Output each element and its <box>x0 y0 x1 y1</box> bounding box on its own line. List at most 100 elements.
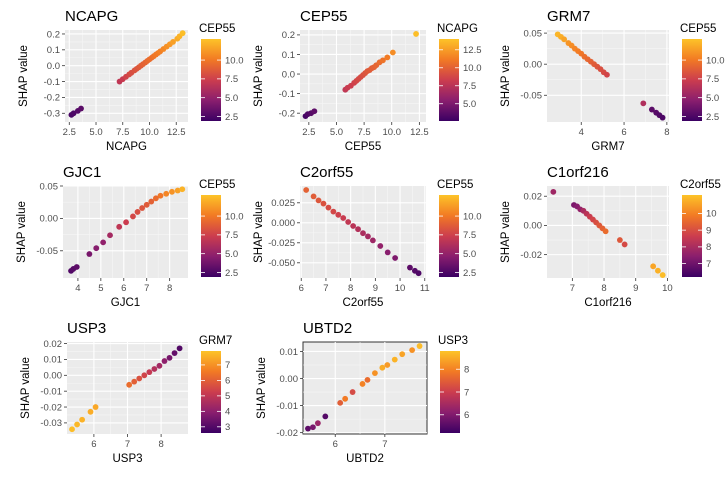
plot-grm7: 4 6 8 -0.05 0.00 0.05 GRM7 GRM7 SHAP value CEP55 2… <box>500 8 725 153</box>
y-tick-label: -0.3 <box>44 109 60 120</box>
data-point <box>413 31 419 37</box>
data-point <box>330 208 337 215</box>
legend-tick-label: 10.0 <box>463 63 482 74</box>
data-point <box>141 372 148 379</box>
data-point <box>126 381 133 388</box>
data-point <box>311 108 318 115</box>
data-point <box>174 187 181 194</box>
x-tick-label: 9 <box>633 283 638 294</box>
legend-tick-label: 3 <box>225 422 230 433</box>
x-tick-label: 10 <box>662 283 673 294</box>
x-tick-label: 8 <box>601 283 606 294</box>
legend-tick-label: 5.0 <box>225 93 238 104</box>
x-tick-label: 10 <box>395 283 406 294</box>
data-point <box>340 215 347 221</box>
y-tick-label: 0.00 <box>524 221 543 232</box>
data-point <box>407 264 413 271</box>
data-point <box>148 198 155 205</box>
y-axis-label: SHAP value <box>253 201 265 263</box>
data-point <box>384 362 391 368</box>
y-tick-label: -0.2 <box>44 93 60 104</box>
legend-tick-label: 8 <box>464 365 469 376</box>
legend-tick-label: 5.0 <box>463 249 476 260</box>
data-point <box>171 350 178 357</box>
x-tick-label: 8 <box>158 439 163 450</box>
data-point <box>156 362 163 369</box>
x-tick-label: 10.0 <box>382 127 401 138</box>
plot-usp3: 6 7 8 -0.03 -0.02 -0.01 0.00 0.01 0.02 USP3 USP3 SH… <box>20 320 232 465</box>
data-point <box>74 421 80 428</box>
legend-title: GRM7 <box>199 335 232 347</box>
data-point <box>176 345 183 352</box>
legend-tick-label: 5 <box>225 391 230 402</box>
y-tick-label: -0.02 <box>520 250 542 261</box>
legend-tick-label: 10.0 <box>225 55 244 66</box>
data-point <box>365 233 371 240</box>
y-tick-label: 0.02 <box>44 339 63 350</box>
y-tick-label: -0.05 <box>520 91 542 102</box>
data-point <box>379 57 386 64</box>
data-point <box>360 230 366 237</box>
plot-title: GRM7 <box>547 8 590 25</box>
data-point <box>349 389 356 395</box>
x-axis-label: C1orf216 <box>584 297 631 309</box>
colorbar <box>201 351 221 433</box>
colorbar <box>440 351 460 433</box>
x-tick-label: 4 <box>579 127 584 138</box>
plot-title: CEP55 <box>300 8 348 25</box>
data-point <box>146 369 153 376</box>
data-point <box>130 213 136 220</box>
legend-tick-label: 10.0 <box>225 211 244 222</box>
data-point <box>139 205 146 211</box>
colorbar <box>201 39 221 121</box>
data-point <box>345 219 352 225</box>
data-point <box>151 366 158 372</box>
y-axis-label: SHAP value <box>18 45 30 107</box>
legend-tick-label: 7.5 <box>463 81 476 92</box>
y-tick-label: -0.025 <box>268 238 295 249</box>
x-tick-label: 6 <box>91 439 96 450</box>
legend-tick-label: 7 <box>706 259 711 270</box>
data-point <box>314 420 321 427</box>
data-point <box>70 110 77 117</box>
y-tick-label: 0.02 <box>524 192 543 203</box>
data-point <box>179 30 186 37</box>
legend-tick-label: 5.0 <box>225 249 238 260</box>
data-point <box>325 204 332 211</box>
y-tick-label: 0.025 <box>271 198 295 209</box>
x-axis-label: GRM7 <box>591 141 624 153</box>
legend-title: C2orf55 <box>680 179 721 191</box>
data-point <box>100 239 107 246</box>
colorbar <box>439 195 459 277</box>
data-point <box>315 197 322 204</box>
data-point <box>169 188 175 195</box>
data-point <box>350 223 357 229</box>
data-point <box>640 100 647 107</box>
y-tick-label: -0.03 <box>40 418 62 429</box>
x-tick-label: 11 <box>420 283 430 294</box>
y-tick-label: -0.05 <box>36 246 58 257</box>
x-tick-label: 7 <box>144 283 149 294</box>
data-point <box>602 228 609 235</box>
colorbar <box>682 39 702 121</box>
legend-tick-label: 2.5 <box>225 112 238 123</box>
x-tick-label: 5.0 <box>330 127 343 138</box>
x-tick-label: 7.5 <box>116 127 129 138</box>
data-point <box>416 343 423 349</box>
data-point <box>355 226 361 233</box>
x-tick-label: 8 <box>167 283 172 294</box>
data-point <box>92 404 99 410</box>
legend-tick-label: 10 <box>706 209 717 220</box>
y-tick-label: 0.1 <box>282 50 295 61</box>
x-tick-label: 5 <box>98 283 103 294</box>
y-tick-label: -0.01 <box>40 386 62 397</box>
x-tick-label: 7 <box>125 439 130 450</box>
data-point <box>123 219 129 226</box>
x-tick-label: 7 <box>382 439 387 450</box>
x-tick-label: 6 <box>333 439 338 450</box>
x-tick-label: 12.5 <box>410 127 429 138</box>
data-point <box>655 267 661 274</box>
x-tick-label: 7 <box>570 283 575 294</box>
colorbar <box>682 195 702 277</box>
plot-ubtd2: 6 7 -0.02 -0.01 0.00 0.01 UBTD2 UBTD2 SHAP value… <box>256 320 469 465</box>
